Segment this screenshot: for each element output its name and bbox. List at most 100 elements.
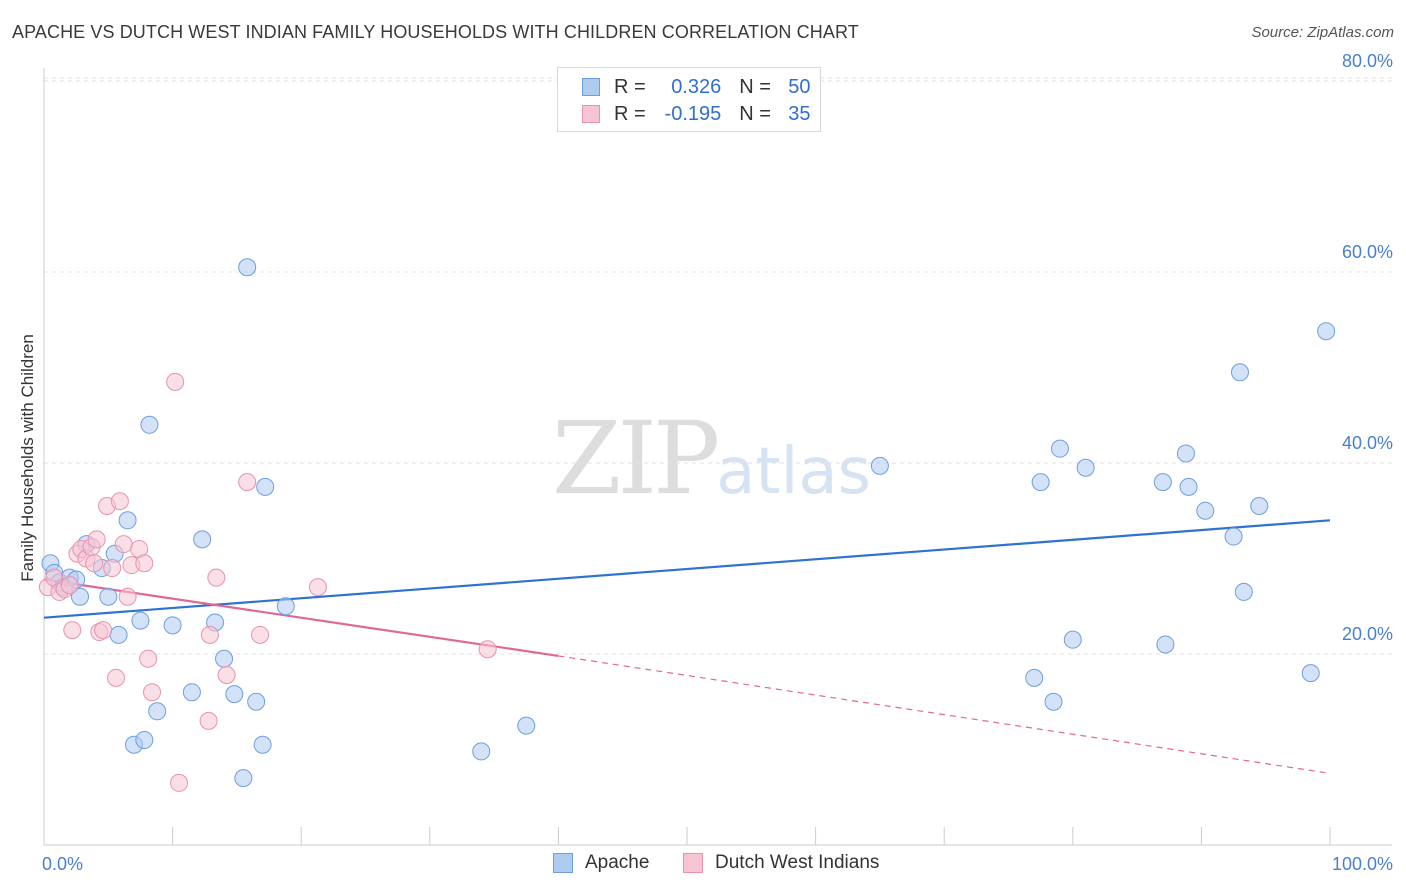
data-point-apache (99, 587, 118, 606)
series-label-dutch-west-indians: Dutch West Indians (715, 852, 880, 873)
data-point-dutch-west-indians (207, 568, 226, 587)
data-point-apache (1044, 692, 1063, 711)
data-point-apache (1063, 630, 1082, 649)
data-point-apache (1179, 477, 1198, 496)
source-label: Source: ZipAtlas.com (1251, 24, 1394, 41)
data-point-dutch-west-indians (478, 640, 497, 659)
data-point-apache (140, 415, 159, 434)
data-point-dutch-west-indians (94, 621, 113, 640)
data-point-dutch-west-indians (217, 666, 236, 685)
legend-r-value: -0.195 (664, 102, 722, 125)
data-point-dutch-west-indians (139, 649, 158, 668)
data-point-dutch-west-indians (103, 559, 122, 578)
series-legend-dutch-west-indians: Dutch West Indians (683, 852, 879, 874)
data-point-apache (1153, 473, 1172, 492)
y-tick-label: 40.0% (1342, 433, 1393, 453)
y-tick-label: 60.0% (1342, 242, 1393, 262)
legend-swatch-apache (582, 78, 600, 96)
legend-n-label: N = (739, 102, 771, 125)
data-point-apache (148, 702, 167, 721)
y-axis-label: Family Households with Children (18, 334, 37, 582)
data-point-apache (234, 769, 253, 788)
data-point-apache (109, 625, 128, 644)
trend-lines (43, 519, 1331, 774)
data-point-apache (238, 258, 257, 277)
data-point-apache (131, 611, 150, 630)
data-point-apache (1076, 458, 1095, 477)
data-point-apache (193, 530, 212, 549)
data-point-apache (1250, 496, 1269, 515)
data-point-dutch-west-indians (60, 576, 79, 595)
data-point-apache (1234, 582, 1253, 601)
series-swatch-apache (553, 853, 573, 873)
data-point-apache (182, 683, 201, 702)
chart-title: APACHE VS DUTCH WEST INDIAN FAMILY HOUSE… (12, 22, 859, 42)
watermark-atlas: atlas (716, 435, 871, 509)
data-point-dutch-west-indians (199, 711, 218, 730)
series-legend: Apache Dutch West Indians (0, 852, 1406, 876)
legend-n-value: 50 (788, 75, 811, 98)
data-point-dutch-west-indians (143, 683, 162, 702)
data-point-apache (247, 692, 266, 711)
data-point-apache (135, 730, 154, 749)
data-point-apache (1025, 668, 1044, 687)
x-tick-label: 0.0% (42, 854, 83, 874)
data-point-dutch-west-indians (200, 625, 219, 644)
data-point-apache (71, 587, 90, 606)
data-point-apache (256, 477, 275, 496)
trend-line-apache (43, 519, 1331, 619)
data-point-dutch-west-indians (170, 773, 189, 792)
data-point-apache (215, 649, 234, 668)
data-point-apache (225, 685, 244, 704)
data-point-dutch-west-indians (251, 625, 270, 644)
y-tick-label: 80.0% (1342, 51, 1393, 71)
legend-r-label: R = (614, 102, 646, 125)
data-point-dutch-west-indians (118, 587, 137, 606)
data-point-apache (870, 456, 889, 475)
legend-swatch-dutch-west-indians (582, 105, 600, 123)
legend-r-value: 0.326 (671, 75, 722, 98)
data-points (38, 258, 1336, 792)
data-point-dutch-west-indians (135, 554, 154, 573)
data-point-apache (1230, 363, 1249, 382)
data-point-dutch-west-indians (85, 554, 104, 573)
legend-row-dutch-west-indians: R = -0.195 N = 35 (582, 102, 811, 126)
legend-n-value: 35 (788, 102, 811, 125)
data-point-dutch-west-indians (87, 530, 106, 549)
series-swatch-dutch-west-indians (683, 853, 703, 873)
data-point-apache (1031, 473, 1050, 492)
data-point-dutch-west-indians (110, 492, 129, 511)
data-point-apache (118, 511, 137, 530)
data-point-apache (253, 735, 272, 754)
data-point-dutch-west-indians (107, 668, 126, 687)
y-tick-label: 20.0% (1342, 624, 1393, 644)
data-point-apache (1176, 444, 1195, 463)
data-point-dutch-west-indians (238, 473, 257, 492)
data-point-dutch-west-indians (308, 578, 327, 597)
data-point-apache (1196, 501, 1215, 520)
data-point-apache (163, 616, 182, 635)
data-point-apache (1301, 664, 1320, 683)
data-point-apache (276, 597, 295, 616)
legend-n-label: N = (739, 75, 771, 98)
data-point-apache (517, 716, 536, 735)
data-point-apache (1224, 527, 1243, 546)
series-label-apache: Apache (585, 852, 650, 873)
correlation-legend: R = 0.326 N = 50 R = -0.195 N = 35 (557, 67, 821, 132)
trend-line-extension-dutch-west-indians (558, 655, 1331, 774)
tick-labels: 20.0% 40.0% 60.0% 80.0% 0.0% 100.0% (42, 51, 1393, 874)
data-point-apache (1317, 322, 1336, 341)
watermark-zip: ZIP (552, 400, 720, 517)
watermark: ZIPatlas (552, 400, 871, 517)
x-tick-label: 100.0% (1332, 854, 1393, 874)
data-point-dutch-west-indians (114, 535, 133, 554)
data-point-apache (1156, 635, 1175, 654)
data-point-dutch-west-indians (63, 621, 82, 640)
legend-row-apache: R = 0.326 N = 50 (582, 75, 811, 99)
data-point-dutch-west-indians (166, 372, 185, 391)
legend-r-label: R = (614, 75, 646, 98)
data-point-apache (472, 742, 491, 761)
series-legend-apache: Apache (553, 852, 649, 874)
data-point-apache (1050, 439, 1069, 458)
